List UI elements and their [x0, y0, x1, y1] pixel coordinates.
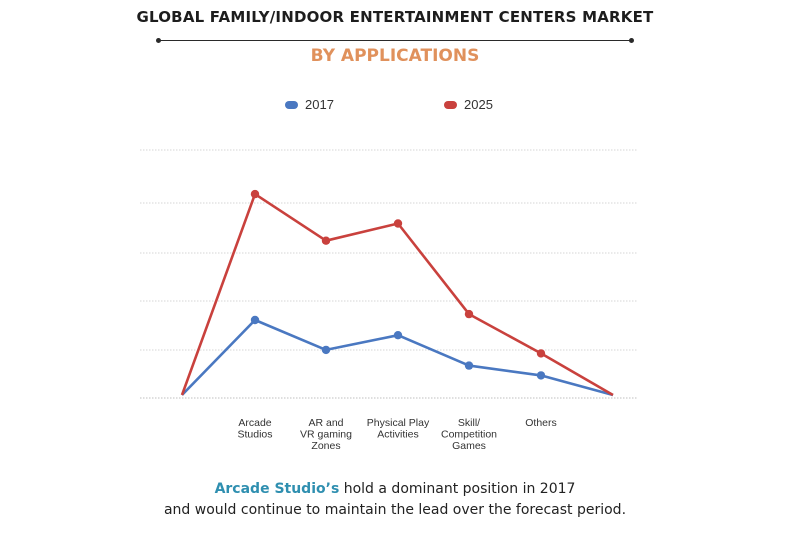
- x-tick-label: AR and VR gaming Zones: [300, 417, 352, 452]
- legend-item-2017: 2017: [285, 97, 334, 112]
- caption-highlight: Arcade Studio’s: [214, 481, 340, 497]
- legend-item-2025: 2025: [444, 97, 493, 112]
- chart-subtitle: BY APPLICATIONS: [310, 46, 480, 66]
- divider-dot-right: [629, 37, 634, 43]
- title-divider: [156, 37, 634, 43]
- x-axis-labels: Arcade Studios AR and VR gaming Zones Physica…: [237, 417, 556, 452]
- data-point-2017: [393, 331, 403, 340]
- data-point-2017: [250, 315, 260, 325]
- series-line-2025: [180, 192, 614, 397]
- chart-legend: 2017 2025: [0, 97, 790, 117]
- legend-swatch-2025: [444, 100, 457, 109]
- legend-swatch-2017: [285, 100, 298, 109]
- legend-label-2025: 2025: [464, 97, 493, 112]
- x-tick-label: Arcade Studios: [237, 417, 272, 441]
- data-point-2025: [536, 349, 546, 358]
- chart-caption: Arcade Studio’s hold a dominant position…: [0, 479, 790, 521]
- caption-line1: hold a dominant position in 2017: [339, 481, 576, 497]
- data-point-2025: [393, 219, 403, 228]
- x-tick-label: Skill/Competition Games: [441, 417, 497, 452]
- x-tick-label: Physical Play Activities: [367, 417, 430, 441]
- legend-label-2017: 2017: [305, 97, 334, 112]
- caption-line2: and would continue to maintain the lead …: [163, 502, 627, 518]
- data-point-2025: [250, 189, 260, 199]
- chart-gridlines: [140, 149, 637, 399]
- chart-title: GLOBAL FAMILY/INDOOR ENTERTAINMENT CENTE…: [136, 8, 654, 26]
- data-point-2017: [321, 345, 331, 355]
- divider-dot-left: [156, 37, 161, 43]
- chart-series-lines: [180, 192, 614, 397]
- data-point-2017: [536, 371, 546, 380]
- x-tick-label: Others: [525, 417, 557, 429]
- series-line-2017: [181, 318, 614, 397]
- chart-data-points: [250, 189, 546, 380]
- data-point-2025: [464, 309, 474, 319]
- data-point-2017: [464, 361, 474, 370]
- data-point-2025: [321, 236, 331, 245]
